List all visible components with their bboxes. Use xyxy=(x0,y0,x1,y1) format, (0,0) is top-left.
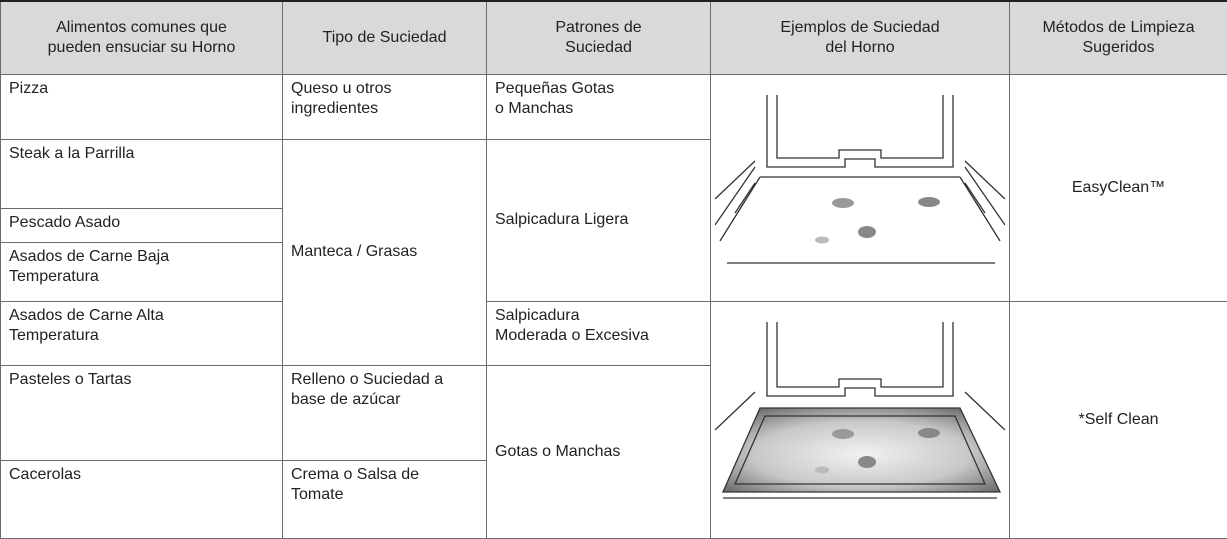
row: Pizza Queso u otros ingredientes Pequeña… xyxy=(1,74,1227,139)
method-cell: *Self Clean xyxy=(1010,301,1227,538)
pattern-cell: Salpicadura Moderada o Excesiva xyxy=(487,301,711,365)
food-cell: Pizza xyxy=(1,74,283,139)
food-cell: Pescado Asado xyxy=(1,208,283,242)
header-row: Alimentos comunes que pueden ensuciar su… xyxy=(1,1,1227,74)
header-cell: Patrones de Suciedad xyxy=(487,1,711,74)
food-cell: Pasteles o Tartas xyxy=(1,365,283,460)
pattern-cell: Gotas o Manchas xyxy=(487,365,711,538)
food-cell: Cacerolas xyxy=(1,460,283,538)
header-cell: Tipo de Suciedad xyxy=(283,1,487,74)
method-cell: EasyClean™ xyxy=(1010,74,1227,301)
soil-type-cell: Queso u otros ingredientes xyxy=(283,74,487,139)
header-cell: Alimentos comunes que pueden ensuciar su… xyxy=(1,1,283,74)
oven-example-cell xyxy=(711,301,1010,538)
food-cell: Steak a la Parrilla xyxy=(1,139,283,208)
page: Alimentos comunes que pueden ensuciar su… xyxy=(0,0,1227,468)
soil-type-cell: Crema o Salsa de Tomate xyxy=(283,460,487,538)
pattern-cell: Pequeñas Gotas o Manchas xyxy=(487,74,711,139)
header-cell: Métodos de Limpieza Sugeridos xyxy=(1010,1,1227,74)
header-cell: Ejemplos de Suciedad del Horno xyxy=(711,1,1010,74)
oven-heavy-soil-illustration xyxy=(715,322,1005,518)
soil-type-cell: Relleno o Suciedad a base de azúcar xyxy=(283,365,487,460)
pattern-cell: Salpicadura Ligera xyxy=(487,139,711,301)
row: Asados de Carne Alta Temperatura Salpica… xyxy=(1,301,1227,365)
food-cell: Asados de Carne Baja Temperatura xyxy=(1,242,283,301)
oven-example-cell xyxy=(711,74,1010,301)
food-cell: Asados de Carne Alta Temperatura xyxy=(1,301,283,365)
soil-type-cell: Manteca / Grasas xyxy=(283,139,487,365)
oven-light-soil-illustration xyxy=(715,95,1005,281)
